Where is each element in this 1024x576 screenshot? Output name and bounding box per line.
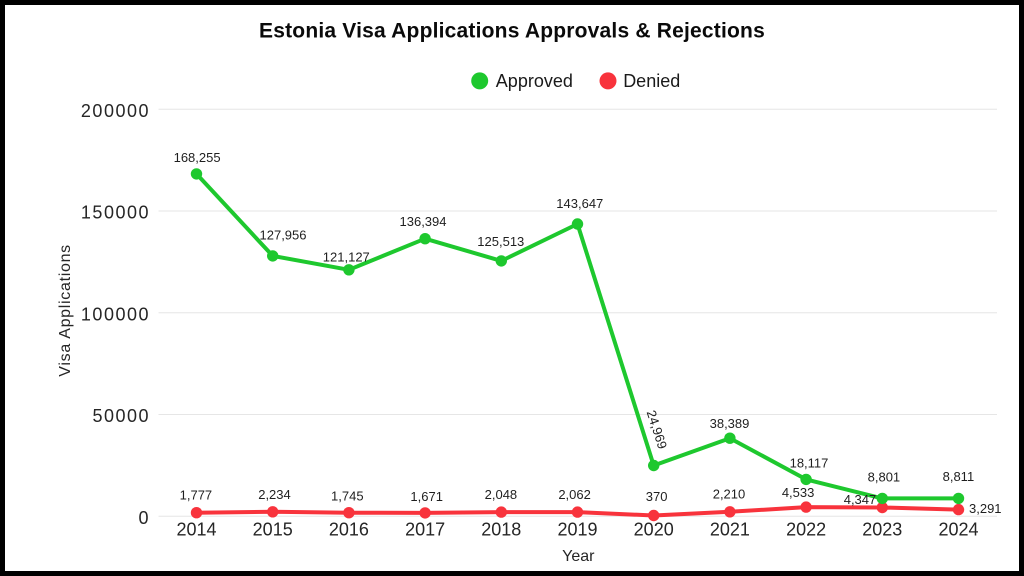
svg-text:8,811: 8,811 (943, 469, 975, 484)
svg-text:1,671: 1,671 (410, 489, 443, 504)
svg-text:2023: 2023 (862, 520, 902, 540)
svg-text:2015: 2015 (253, 520, 293, 540)
svg-text:2,210: 2,210 (713, 487, 746, 502)
svg-text:4,347: 4,347 (844, 492, 877, 507)
svg-text:150000: 150000 (81, 203, 150, 223)
svg-text:2021: 2021 (710, 520, 750, 540)
svg-text:370: 370 (646, 489, 668, 504)
svg-text:38,389: 38,389 (710, 416, 750, 431)
svg-text:143,647: 143,647 (556, 196, 603, 211)
svg-text:2,234: 2,234 (258, 487, 291, 502)
svg-text:Approved: Approved (496, 71, 573, 91)
svg-text:0: 0 (138, 508, 150, 528)
svg-text:2018: 2018 (481, 520, 521, 540)
svg-text:50000: 50000 (92, 406, 150, 426)
svg-text:125,513: 125,513 (477, 234, 524, 249)
svg-text:Estonia Visa Applications Appr: Estonia Visa Applications Approvals & Re… (259, 20, 765, 43)
svg-text:Visa Applications: Visa Applications (57, 244, 74, 377)
svg-text:127,956: 127,956 (260, 228, 307, 243)
svg-text:2,062: 2,062 (558, 487, 591, 502)
svg-text:2022: 2022 (786, 520, 826, 540)
svg-text:121,127: 121,127 (323, 249, 370, 264)
svg-text:2020: 2020 (634, 520, 674, 540)
svg-text:200000: 200000 (81, 101, 150, 121)
svg-text:18,117: 18,117 (790, 455, 829, 470)
svg-text:2017: 2017 (405, 520, 445, 540)
svg-text:1,777: 1,777 (180, 487, 213, 502)
svg-text:Year: Year (562, 548, 595, 565)
svg-text:Denied: Denied (623, 71, 680, 91)
svg-text:2024: 2024 (938, 520, 978, 540)
svg-text:2,048: 2,048 (485, 487, 518, 502)
svg-text:3,291: 3,291 (969, 501, 1002, 516)
svg-text:2019: 2019 (557, 520, 597, 540)
svg-text:100000: 100000 (81, 304, 150, 324)
svg-text:168,255: 168,255 (174, 150, 221, 165)
svg-text:2014: 2014 (176, 520, 216, 540)
svg-text:136,394: 136,394 (400, 214, 447, 229)
svg-text:4,533: 4,533 (782, 485, 815, 500)
svg-text:1,745: 1,745 (331, 489, 364, 504)
svg-text:8,801: 8,801 (868, 470, 901, 485)
svg-text:2016: 2016 (329, 520, 369, 540)
